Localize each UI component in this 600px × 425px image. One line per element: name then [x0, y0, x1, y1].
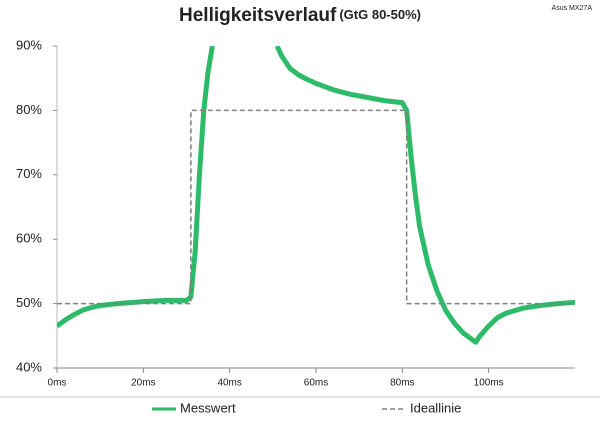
chart-title: Helligkeitsverlauf (GtG 80-50%) — [179, 5, 421, 26]
subtitle: (GtG 80-50%) — [339, 7, 421, 22]
title: Helligkeitsverlauf — [179, 5, 337, 26]
x-tick-label: 40ms — [217, 378, 241, 389]
x-tick-label: 0ms — [48, 378, 67, 389]
series-line — [57, 109, 575, 305]
legend-label: Ideallinie — [410, 400, 461, 415]
x-tick-label: 80ms — [390, 378, 414, 389]
x-tick-label: 20ms — [131, 378, 155, 389]
y-tick-label: 60% — [16, 231, 42, 246]
y-tick-label: 70% — [16, 166, 42, 181]
source-label: Asus MX27A — [552, 5, 593, 12]
series-line — [57, 46, 575, 345]
y-tick-label: 40% — [16, 359, 42, 374]
y-tick-label: 80% — [16, 102, 42, 117]
x-tick-label: 100ms — [474, 378, 504, 389]
y-tick-label: 90% — [16, 37, 42, 52]
y-tick-label: 50% — [16, 295, 42, 310]
x-tick-label: 60ms — [304, 378, 328, 389]
legend-label: Messwert — [180, 400, 236, 415]
